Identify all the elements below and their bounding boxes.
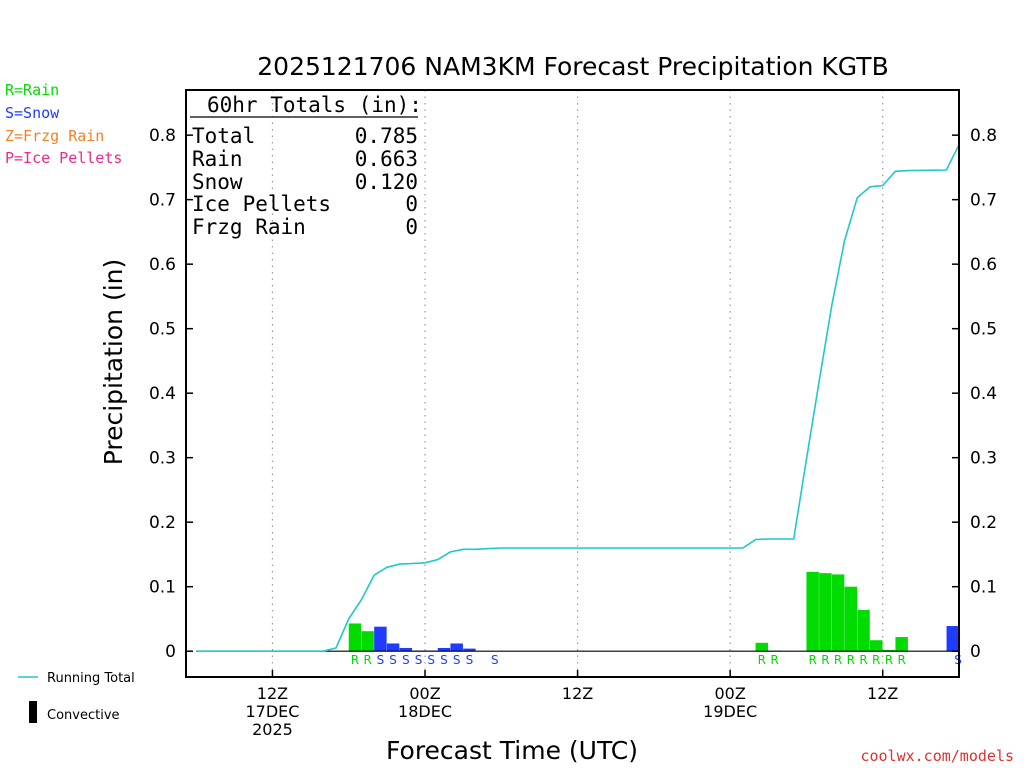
precip-type-legend: R=Rain S=Snow Z=Frzg Rain P=Ice Pellets [5, 81, 122, 167]
precip-type-code: R [834, 653, 842, 667]
x-tick-label: 18DEC [398, 702, 452, 721]
y-tick-label-right: 0.1 [970, 578, 997, 598]
y-tick-label-right: 0.3 [970, 449, 997, 469]
x-tick-label: 17DEC [245, 702, 299, 721]
precip-bar [348, 623, 362, 652]
running-total-line [196, 144, 960, 653]
y-tick-label: 0.6 [149, 255, 176, 275]
totals-label-ice-pellets: Ice Pellets [192, 192, 331, 216]
precip-bar [386, 643, 400, 652]
chart-title: 2025121706 NAM3KM Forecast Precipitation… [257, 52, 888, 81]
precip-bar [806, 571, 819, 652]
precip-type-code: S [415, 653, 423, 667]
y-axis-label: Precipitation (in) [99, 259, 128, 466]
totals-value-ice-pellets: 0 [405, 192, 418, 216]
y-tick-label: 0.5 [149, 320, 176, 340]
legend-running-total: Running Total [47, 671, 135, 686]
x-tick-label: 2025 [252, 720, 293, 739]
totals-value-rain: 0.663 [355, 147, 418, 171]
precip-bar [463, 648, 476, 652]
y-tick-label-right: 0.6 [970, 255, 997, 275]
precip-bar [399, 647, 413, 652]
precip-bars [348, 571, 959, 652]
y-tick-label-right: 0.5 [970, 320, 997, 340]
plot-frame [185, 89, 960, 678]
totals-label-rain: Rain [192, 147, 243, 171]
y-tick-label: 0.7 [149, 191, 176, 211]
y-axis-ticks: 0.8 0.8 0.7 0.7 0.6 0.6 0.5 0.5 0.4 0.4 0.3 0.3 0.2 0… [149, 126, 997, 662]
precip-type-code: S [427, 653, 435, 667]
site-credit: coolwx.com/models [860, 747, 1014, 765]
y-tick-label: 0.3 [149, 449, 176, 469]
precip-type-code: S [389, 653, 397, 667]
y-tick-label: 0.4 [149, 384, 176, 404]
precip-bar [870, 640, 883, 652]
legend-freezing-rain: Z=Frzg Rain [5, 127, 104, 145]
precip-type-code: S [491, 653, 499, 667]
precip-bar [755, 642, 769, 652]
y-tick-label: 0 [165, 642, 176, 662]
precip-type-code: R [821, 653, 829, 667]
precip-bar [374, 626, 387, 652]
x-tick-label: 00Z [714, 684, 745, 703]
x-tick-label: 12Z [867, 684, 898, 703]
precip-type-code: R [770, 653, 778, 667]
precip-type-code: S [377, 653, 385, 667]
totals-label-freezing-rain: Frzg Rain [192, 215, 306, 239]
x-tick-label: 12Z [562, 684, 593, 703]
precip-bar [895, 637, 908, 652]
precip-type-code: R [364, 653, 372, 667]
y-tick-label: 0.1 [149, 578, 176, 598]
totals-box: 60hr Totals (in): Total 0.785 Rain 0.663… [190, 93, 422, 239]
y-tick-label: 0.2 [149, 513, 176, 533]
totals-label-total: Total [192, 124, 255, 148]
totals-value-total: 0.785 [355, 124, 418, 148]
precip-type-code: R [808, 653, 816, 667]
y-tick-label-right: 0.2 [970, 513, 997, 533]
y-tick-label-right: 0.8 [970, 126, 997, 146]
precip-bar [857, 609, 870, 652]
convective-swatch [29, 701, 37, 723]
legend-ice-pellets: P=Ice Pellets [5, 149, 122, 167]
precip-type-code: R [885, 653, 893, 667]
precip-type-code: S [453, 653, 461, 667]
totals-label-snow: Snow [192, 170, 243, 194]
y-tick-label: 0.8 [149, 126, 176, 146]
precip-bar [450, 643, 463, 652]
vertical-gridlines [271, 90, 884, 677]
precip-type-code: S [466, 653, 474, 667]
totals-value-snow: 0.120 [355, 170, 418, 194]
y-tick-label-right: 0 [970, 642, 981, 662]
precip-type-code: R [872, 653, 880, 667]
precip-type-code: S [402, 653, 410, 667]
precip-type-code: R [758, 653, 766, 667]
precip-type-code: R [847, 653, 855, 667]
precip-bar [361, 631, 374, 652]
x-axis-label: Forecast Time (UTC) [386, 736, 638, 765]
x-tick-label: 12Z [257, 684, 288, 703]
y-tick-label-right: 0.7 [970, 191, 997, 211]
precip-type-code: S [440, 653, 448, 667]
precip-type-code: R [859, 653, 867, 667]
precip-bar [437, 647, 451, 652]
totals-title: 60hr Totals (in): [207, 93, 422, 117]
x-tick-label: 00Z [409, 684, 440, 703]
precip-bar [831, 574, 845, 652]
x-tick-label: 19DEC [703, 702, 757, 721]
precip-type-code: R [897, 653, 905, 667]
legend-rain: R=Rain [5, 81, 59, 99]
precip-bar [882, 649, 896, 652]
precip-type-code: R [351, 653, 359, 667]
precip-bar [946, 626, 959, 652]
y-tick-label-right: 0.4 [970, 384, 997, 404]
precip-bar [844, 586, 858, 652]
legend-convective: Convective [47, 708, 120, 723]
precip-bar [819, 573, 832, 652]
legend-snow: S=Snow [5, 104, 60, 122]
line-legend: Running Total Convective [18, 671, 135, 723]
totals-value-freezing-rain: 0 [405, 215, 418, 239]
